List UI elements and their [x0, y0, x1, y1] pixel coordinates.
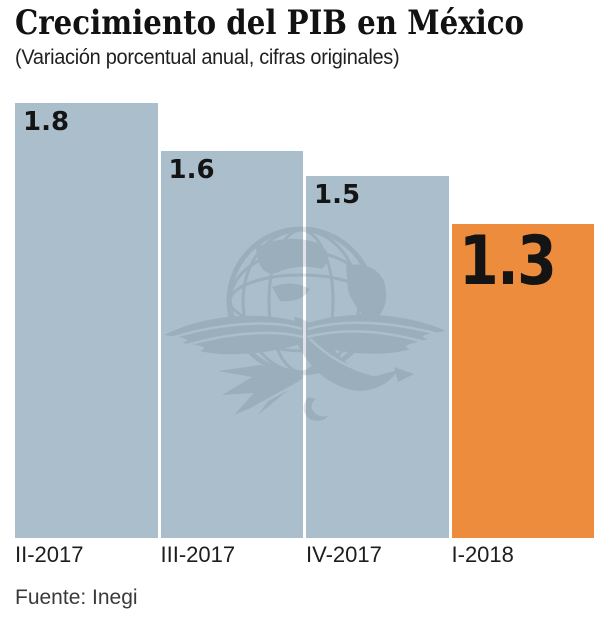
- x-axis-label: III-2017: [160, 542, 236, 567]
- x-axis-label: II-2017: [15, 542, 84, 567]
- bar-I-2018: 1.3: [451, 221, 594, 538]
- bars: 1.8 1.6 1.5 1.3: [15, 103, 594, 538]
- bar-IV-2017: 1.5: [306, 175, 449, 538]
- chart-subtitle: (Variación porcentual anual, cifras orig…: [15, 46, 400, 69]
- bar-value-label: 1.5: [314, 179, 361, 210]
- x-axis-label: IV-2017: [306, 542, 382, 567]
- plot-area: 1.8 1.6 1.5 1.3: [15, 103, 594, 538]
- bar-value-label: 1.6: [168, 155, 215, 186]
- x-axis-label: I-2018: [451, 542, 514, 567]
- bar-II-2017: 1.8: [15, 103, 158, 538]
- chart-title: Crecimiento del PIB en México: [15, 3, 525, 43]
- source-note: Fuente: Inegi: [15, 586, 138, 609]
- bar-value-label: 1.3: [458, 221, 557, 301]
- bar-III-2017: 1.6: [160, 151, 303, 538]
- bar-value-label: 1.8: [23, 107, 70, 137]
- x-labels: II-2017 III-2017 IV-2017 I-2018: [15, 542, 594, 568]
